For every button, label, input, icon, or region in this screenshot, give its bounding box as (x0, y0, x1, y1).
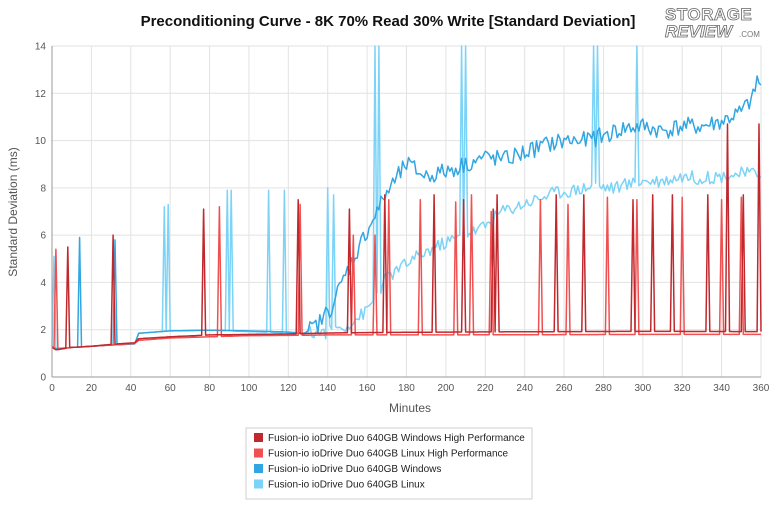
x-tick-label: 360 (753, 383, 770, 394)
y-tick-label: 6 (40, 231, 46, 242)
x-tick-label: 180 (398, 383, 415, 394)
x-tick-label: 40 (125, 383, 137, 394)
legend-entry: Fusion-io ioDrive Duo 640GB Linux (268, 480, 425, 491)
series-line (51, 123, 762, 351)
legend-box (245, 427, 533, 500)
series-line (51, 194, 761, 351)
legend-entry: Fusion-io ioDrive Duo 640GB Windows High… (268, 433, 525, 444)
y-tick-label: 0 (40, 373, 46, 384)
y-tick-label: 12 (35, 89, 47, 100)
x-tick-label: 220 (477, 383, 494, 394)
x-tick-label: 240 (516, 383, 533, 394)
x-tick-label: 340 (713, 383, 730, 394)
x-tick-label: 300 (634, 383, 651, 394)
x-tick-label: 20 (86, 383, 98, 394)
logo-line-1: STORAGE (665, 5, 752, 24)
series-line (51, 75, 762, 350)
x-tick-label: 320 (674, 383, 691, 394)
y-tick-label: 10 (35, 136, 47, 147)
series-layer (51, 45, 762, 351)
x-tick-label: 260 (556, 383, 573, 394)
y-axis-label: Standard Deviation (ms) (6, 147, 20, 276)
x-tick-label: 280 (595, 383, 612, 394)
x-tick-label: 80 (204, 383, 216, 394)
legend-swatch (254, 464, 263, 473)
legend-entry: Fusion-io ioDrive Duo 640GB Windows (268, 464, 441, 475)
legend-swatch (254, 448, 263, 458)
chart-title: Preconditioning Curve - 8K 70% Read 30% … (141, 13, 636, 30)
storage-review-logo: STORAGE REVIEW .COM (665, 5, 761, 42)
x-tick-label: 160 (359, 383, 376, 394)
y-tick-label: 8 (40, 183, 46, 194)
legend: Fusion-io ioDrive Duo 640GB Windows High… (245, 427, 533, 500)
y-tick-label: 2 (40, 325, 46, 336)
x-tick-label: 120 (280, 383, 297, 394)
y-tick-label: 14 (35, 42, 47, 53)
grid-layer (51, 45, 762, 378)
legend-swatch (254, 433, 263, 442)
x-tick-label: 140 (319, 383, 336, 394)
legend-swatch (254, 479, 263, 489)
x-tick-label: 60 (165, 383, 177, 394)
x-axis-label: Minutes (389, 401, 431, 415)
x-tick-label: 200 (438, 383, 455, 394)
legend-entry: Fusion-io ioDrive Duo 640GB Linux High P… (268, 449, 509, 460)
y-tick-label: 4 (40, 278, 46, 289)
x-tick-label: 0 (49, 383, 55, 394)
logo-suffix: .COM (739, 30, 760, 39)
logo-line-2: REVIEW (665, 22, 734, 41)
x-tick-label: 100 (241, 383, 258, 394)
